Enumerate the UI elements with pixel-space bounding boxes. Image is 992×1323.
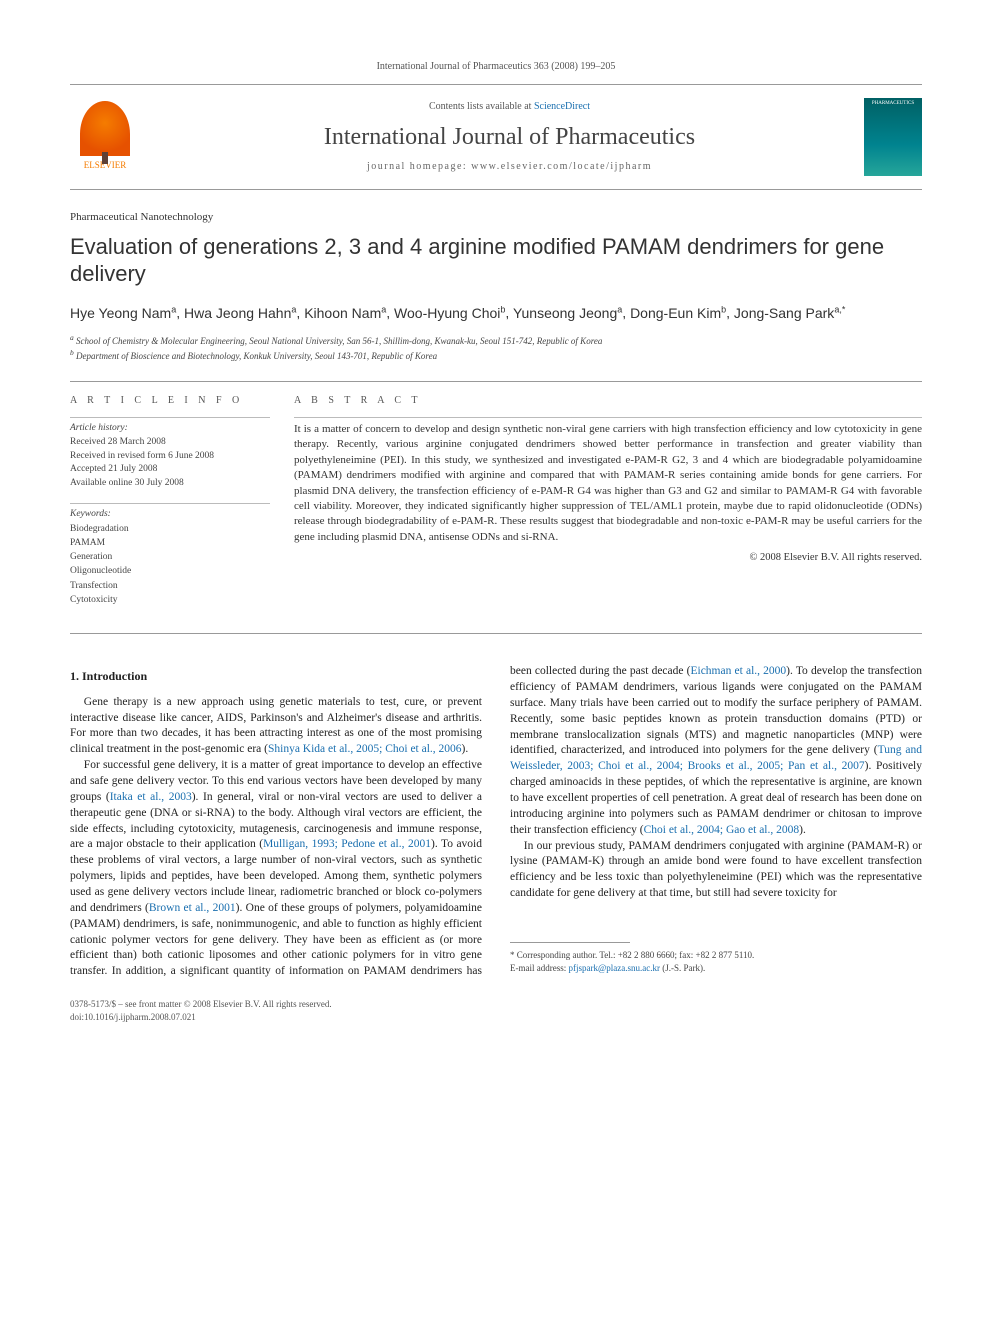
abstract-copyright: © 2008 Elsevier B.V. All rights reserved…: [294, 551, 922, 565]
article-title: Evaluation of generations 2, 3 and 4 arg…: [70, 234, 922, 287]
section-1-heading: 1. Introduction: [70, 668, 482, 685]
contents-prefix: Contents lists available at: [429, 101, 534, 112]
journal-title: International Journal of Pharmaceutics: [155, 121, 864, 153]
corresponding-author-footnote: * Corresponding author. Tel.: +82 2 880 …: [510, 949, 922, 974]
keyword: Transfection: [70, 579, 270, 593]
keyword: Cytotoxicity: [70, 593, 270, 607]
corr-email-line: E-mail address: pfjspark@plaza.snu.ac.kr…: [510, 962, 922, 975]
body-paragraph-3: In our previous study, PAMAM dendrimers …: [510, 839, 922, 902]
footnote-separator: [510, 942, 630, 943]
doi-line: doi:10.1016/j.ijpharm.2008.07.021: [70, 1011, 922, 1024]
history-revised: Received in revised form 6 June 2008: [70, 450, 270, 464]
ref-link[interactable]: Eichman et al., 2000: [690, 665, 786, 677]
contents-available-line: Contents lists available at ScienceDirec…: [155, 100, 864, 114]
ref-link[interactable]: Shinya Kida et al., 2005; Choi et al., 2…: [268, 743, 462, 755]
abstract-text: It is a matter of concern to develop and…: [294, 422, 922, 545]
ref-link[interactable]: Itaka et al., 2003: [110, 791, 192, 803]
journal-cover-thumbnail: PHARMACEUTICS: [864, 98, 922, 176]
keyword: Generation: [70, 550, 270, 564]
abstract-heading: A B S T R A C T: [294, 394, 922, 408]
affiliation-b: b Department of Bioscience and Biotechno…: [70, 348, 922, 363]
keywords-label: Keywords:: [70, 508, 270, 522]
journal-header-box: ELSEVIER Contents lists available at Sci…: [70, 84, 922, 190]
article-body: 1. Introduction Gene therapy is a new ap…: [70, 664, 922, 980]
keyword: PAMAM: [70, 536, 270, 550]
issn-copyright-line: 0378-5173/$ – see front matter © 2008 El…: [70, 998, 922, 1011]
keyword: Oligonucleotide: [70, 564, 270, 578]
article-info-heading: A R T I C L E I N F O: [70, 394, 270, 408]
author: Hwa Jeong Hahna: [184, 305, 296, 321]
keywords-block: Keywords: BiodegradationPAMAMGenerationO…: [70, 508, 270, 607]
running-head: International Journal of Pharmaceutics 3…: [70, 60, 922, 74]
keyword: Biodegradation: [70, 522, 270, 536]
article-section-label: Pharmaceutical Nanotechnology: [70, 210, 922, 225]
elsevier-tree-icon: [80, 101, 130, 156]
ref-link[interactable]: Mulligan, 1993; Pedone et al., 2001: [263, 838, 431, 850]
affiliations: a School of Chemistry & Molecular Engine…: [70, 333, 922, 362]
article-info-column: A R T I C L E I N F O Article history: R…: [70, 394, 270, 620]
cover-label: PHARMACEUTICS: [872, 101, 914, 108]
author-list: Hye Yeong Nama, Hwa Jeong Hahna, Kihoon …: [70, 303, 922, 323]
sciencedirect-link[interactable]: ScienceDirect: [534, 101, 590, 112]
body-paragraph-1: Gene therapy is a new approach using gen…: [70, 695, 482, 758]
elsevier-logo: ELSEVIER: [70, 97, 140, 177]
author: Kihoon Nama: [304, 305, 386, 321]
article-history-block: Article history: Received 28 March 2008 …: [70, 422, 270, 491]
affiliation-a: a School of Chemistry & Molecular Engine…: [70, 333, 922, 348]
ref-link[interactable]: Brown et al., 2001: [149, 902, 236, 914]
history-online: Available online 30 July 2008: [70, 477, 270, 491]
author: Jong-Sang Parka,*: [734, 305, 845, 321]
ref-link[interactable]: Choi et al., 2004; Gao et al., 2008: [644, 824, 800, 836]
history-label: Article history:: [70, 422, 270, 436]
history-received: Received 28 March 2008: [70, 436, 270, 450]
abstract-column: A B S T R A C T It is a matter of concer…: [294, 394, 922, 620]
history-accepted: Accepted 21 July 2008: [70, 463, 270, 477]
author: Dong-Eun Kimb: [630, 305, 726, 321]
footer-block: 0378-5173/$ – see front matter © 2008 El…: [70, 998, 922, 1023]
author: Woo-Hyung Choib: [394, 305, 505, 321]
corr-author-line: * Corresponding author. Tel.: +82 2 880 …: [510, 949, 922, 962]
author: Hye Yeong Nama: [70, 305, 176, 321]
author: Yunseong Jeonga: [513, 305, 622, 321]
journal-homepage: journal homepage: www.elsevier.com/locat…: [155, 160, 864, 174]
corr-email-link[interactable]: pfjspark@plaza.snu.ac.kr: [568, 963, 660, 973]
